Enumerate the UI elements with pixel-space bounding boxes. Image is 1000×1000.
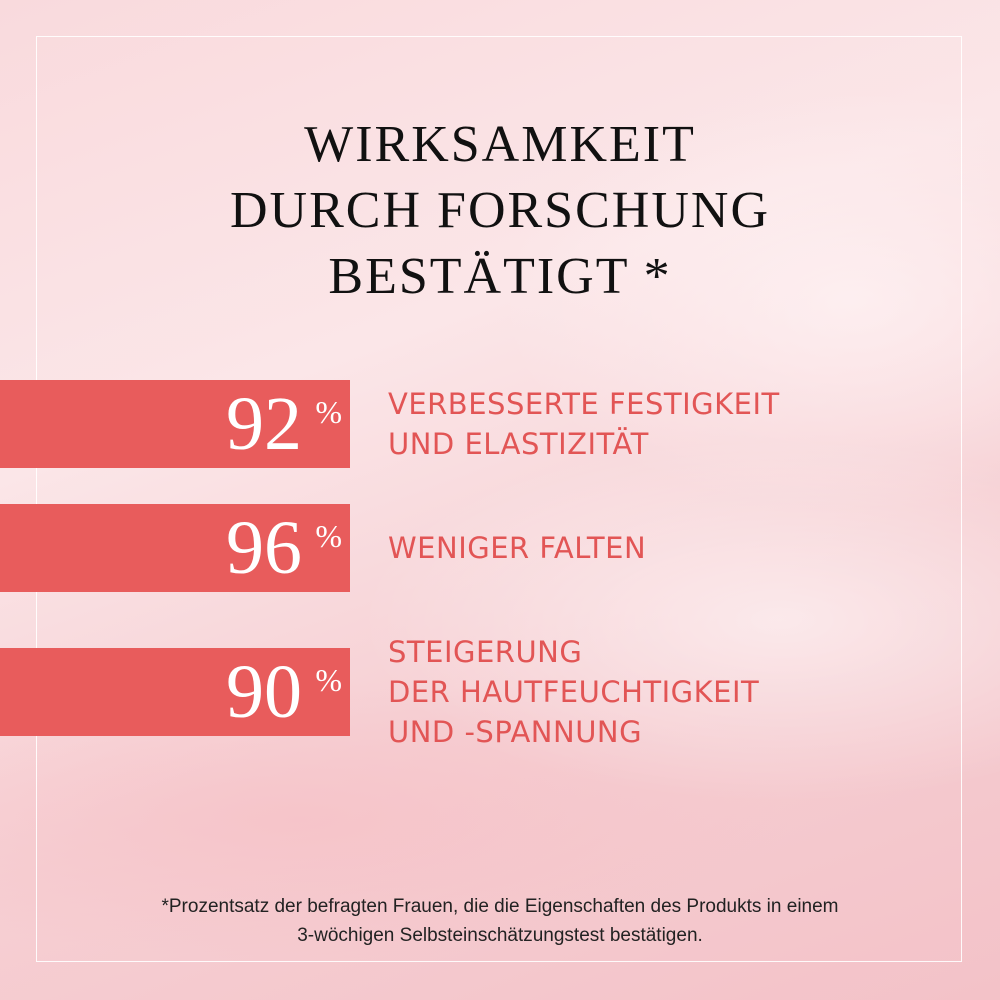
- stat-number: 96: [226, 506, 302, 590]
- stat-percent-sign: %: [315, 662, 342, 698]
- stat-description: WENIGER FALTEN: [388, 528, 646, 568]
- stat-description-line: VERBESSERTE FESTIGKEIT: [388, 387, 780, 421]
- stat-percent-sign: %: [315, 394, 342, 430]
- stat-percent-sign: %: [315, 518, 342, 554]
- stat-number: 90: [226, 650, 302, 734]
- title-line: WIRKSAMKEIT: [304, 116, 696, 173]
- footnote: *Prozentsatz der befragten Frauen, die d…: [0, 892, 1000, 950]
- stat-description-line: WENIGER FALTEN: [388, 531, 647, 565]
- frame: [36, 36, 962, 962]
- stat-bar: 96%: [0, 504, 350, 592]
- stat-description: VERBESSERTE FESTIGKEIT UND ELASTIZITÄT: [388, 384, 780, 464]
- stat-description-line: DER HAUTFEUCHTIGKEIT: [388, 675, 760, 709]
- footnote-line: *Prozentsatz der befragten Frauen, die d…: [161, 896, 839, 917]
- stat-description-line: STEIGERUNG: [388, 635, 583, 669]
- title-line: BESTÄTIGT *: [328, 248, 672, 305]
- stat-bar: 90%: [0, 648, 350, 736]
- footnote-line: 3-wöchigen Selbsteinschätzungstest bestä…: [297, 925, 703, 946]
- stat-number: 92: [226, 382, 302, 466]
- title-line: DURCH FORSCHUNG: [230, 182, 770, 239]
- stat-description: STEIGERUNG DER HAUTFEUCHTIGKEIT UND -SPANN…: [388, 632, 759, 752]
- stat-description-line: UND ELASTIZITÄT: [388, 427, 649, 461]
- title: WIRKSAMKEIT DURCH FORSCHUNG BESTÄTIGT *: [0, 112, 1000, 310]
- stat-bar: 92%: [0, 380, 350, 468]
- stat-description-line: UND -SPANNUNG: [388, 715, 643, 749]
